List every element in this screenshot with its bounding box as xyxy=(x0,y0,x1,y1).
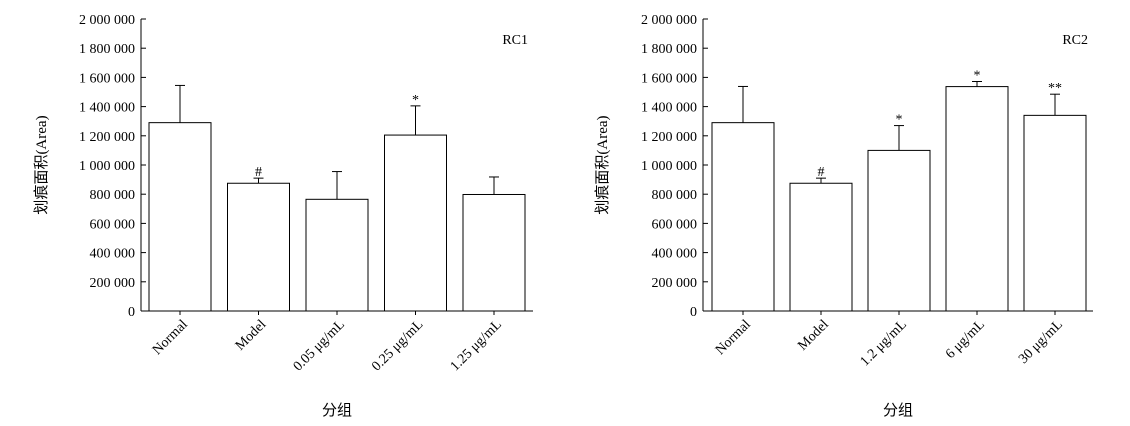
x-axis-title: 分组 xyxy=(322,402,352,419)
x-tick-label: 1.2 μg/mL xyxy=(858,317,910,369)
y-tick-label: 1 600 000 xyxy=(641,71,697,86)
y-tick-label: 400 000 xyxy=(652,247,698,262)
y-tick-label: 1 800 000 xyxy=(79,42,135,57)
y-tick-label: 600 000 xyxy=(652,217,698,232)
bar xyxy=(462,193,526,312)
bar xyxy=(711,122,775,312)
y-tick-label: 1 400 000 xyxy=(641,101,697,116)
significance-label: * xyxy=(896,113,903,128)
y-tick-label: 800 000 xyxy=(90,188,136,203)
bar xyxy=(305,198,369,312)
y-tick-label: 2 000 000 xyxy=(641,13,697,28)
y-tick-label: 1 000 000 xyxy=(79,159,135,174)
bar xyxy=(1023,114,1087,312)
y-tick-label: 1 200 000 xyxy=(79,130,135,145)
x-axis-title: 分组 xyxy=(883,402,913,419)
y-tick-label: 1 800 000 xyxy=(641,42,697,57)
significance-label: # xyxy=(818,165,825,180)
bar xyxy=(227,182,290,312)
y-tick-label: 200 000 xyxy=(90,276,136,291)
bar xyxy=(867,149,931,312)
bar xyxy=(148,122,212,312)
y-tick-label: 600 000 xyxy=(90,217,136,232)
y-tick-label: 1 600 000 xyxy=(79,71,135,86)
y-tick-label: 800 000 xyxy=(652,188,698,203)
x-tick-label: 30 μg/mL xyxy=(1016,317,1066,367)
chart-panel-rc2: 0 200 000 400 000 600 000 800 000 1 000 000 1 … xyxy=(594,13,1093,419)
bar xyxy=(789,182,853,312)
y-axis-title: 划痕面积(Area) xyxy=(33,115,50,214)
significance-label: * xyxy=(974,68,981,83)
y-axis-title: 划痕面积(Area) xyxy=(594,115,611,214)
x-tick-label: Model xyxy=(795,317,832,354)
y-tick-label: 1 400 000 xyxy=(79,101,135,116)
x-tick-label: Normal xyxy=(713,317,754,358)
x-tick-label: 1.25 μg/mL xyxy=(448,317,505,374)
significance-label: * xyxy=(412,93,419,108)
y-tick-label: 1 200 000 xyxy=(641,130,697,145)
y-tick-label: 200 000 xyxy=(652,276,698,291)
y-tick-label: 2 000 000 xyxy=(79,13,135,28)
bar xyxy=(945,86,1009,312)
chart-panel-rc1: 0 200 000 400 000 600 000 800 000 1 000 000 1 … xyxy=(33,13,533,419)
x-tick-label: Normal xyxy=(150,317,191,358)
panel-label: RC1 xyxy=(502,33,528,48)
x-tick-label: 0.25 μg/mL xyxy=(369,317,426,374)
x-tick-label: Model xyxy=(233,317,270,354)
y-tick-label: 1 000 000 xyxy=(641,159,697,174)
y-tick-label: 0 xyxy=(128,305,135,320)
significance-label: # xyxy=(255,165,262,180)
significance-label: ** xyxy=(1048,81,1062,96)
y-tick-label: 400 000 xyxy=(90,247,136,262)
bar xyxy=(384,134,447,312)
y-tick-label: 0 xyxy=(690,305,697,320)
x-tick-label: 6 μg/mL xyxy=(943,317,988,362)
panel-label: RC2 xyxy=(1062,33,1088,48)
x-tick-label: 0.05 μg/mL xyxy=(291,317,348,374)
